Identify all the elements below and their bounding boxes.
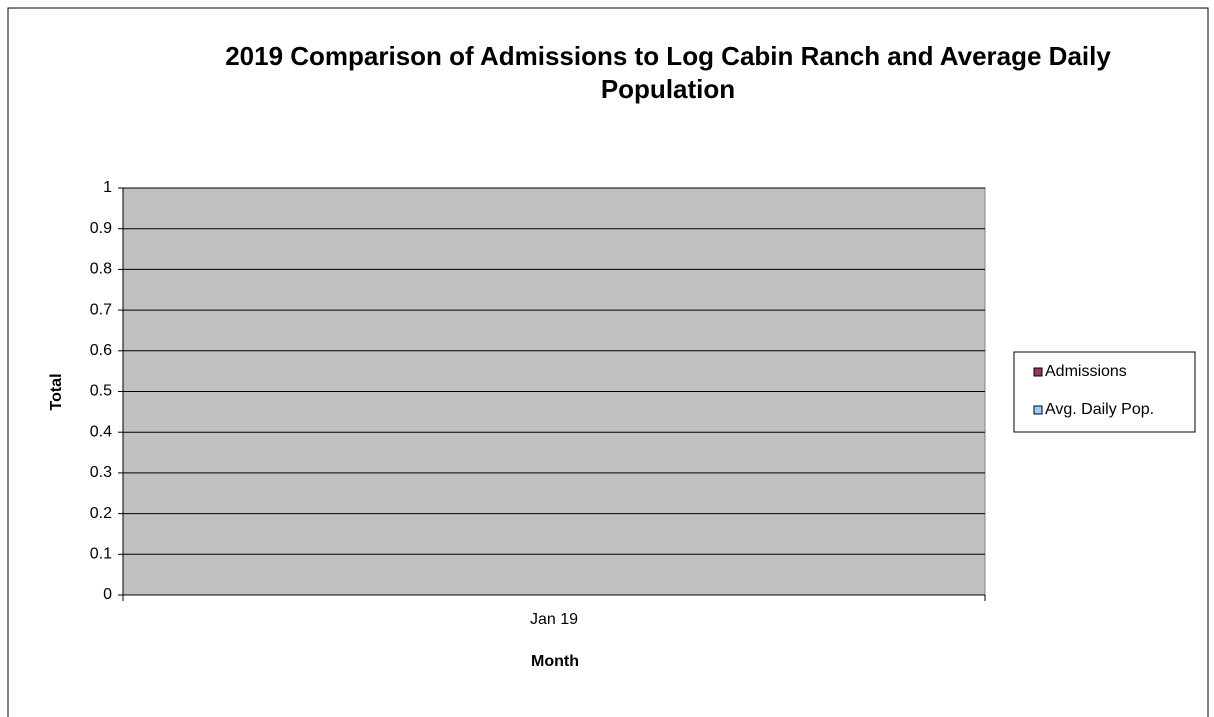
legend-swatch (1033, 367, 1043, 377)
y-tick-label: 0.2 (90, 505, 112, 522)
y-tick-label: 0.1 (90, 546, 112, 563)
legend-box (1013, 351, 1196, 433)
y-tick-label: 0 (103, 586, 112, 603)
y-axis-label: Total (48, 373, 65, 410)
chart-title: 2019 Comparison of Admissions to Log Cab… (225, 41, 1111, 104)
y-tick-label: 0.5 (90, 383, 112, 400)
x-axis-label: Month (531, 653, 579, 670)
legend-label: Avg. Daily Pop. (1045, 401, 1154, 418)
y-tick-label: 0.4 (90, 423, 112, 440)
y-tick-label: 0.3 (90, 464, 112, 481)
y-tick-label: 0.9 (90, 220, 112, 237)
legend-swatch (1033, 405, 1043, 415)
y-tick-label: 0.8 (90, 261, 112, 278)
legend-label: Admissions (1045, 363, 1127, 380)
x-tick-label: Jan 19 (530, 611, 578, 628)
y-tick-label: 1 (103, 179, 112, 196)
y-tick-label: 0.6 (90, 342, 112, 359)
y-tick-label: 0.7 (90, 301, 112, 318)
